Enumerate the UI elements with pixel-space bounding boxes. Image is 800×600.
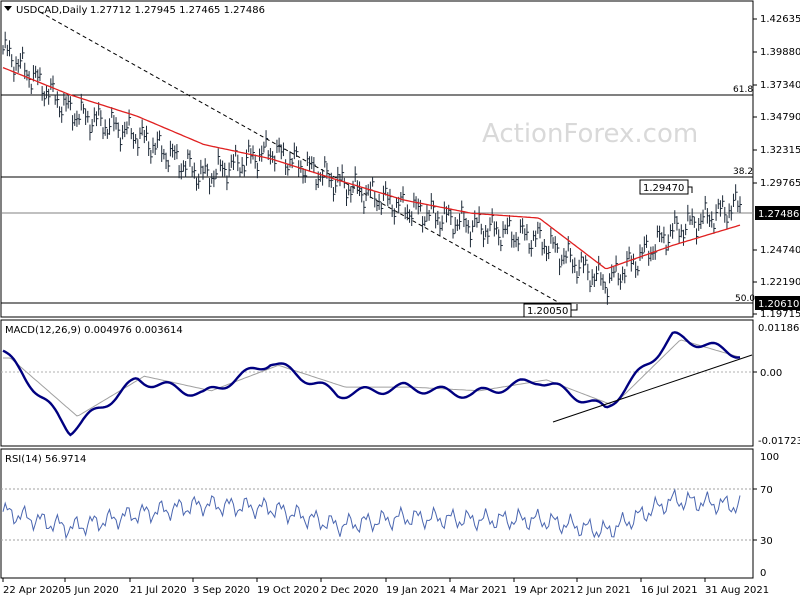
x-tick-label: 19 Jan 2021 xyxy=(386,585,446,596)
rsi-tick-label: 100 xyxy=(760,452,779,463)
price-tick-label: 1.39880 xyxy=(760,47,800,58)
x-tick-label: 2 Dec 2020 xyxy=(321,585,379,596)
price-tick-label: 1.22190 xyxy=(760,277,800,288)
x-axis: 22 Apr 2020 5 Jun 2020 21 Jul 2020 3 Sep… xyxy=(2,578,769,596)
moving-average-line xyxy=(2,66,741,270)
price-tick-label: 1.19715 xyxy=(760,309,800,320)
x-tick-label: 22 Apr 2020 xyxy=(3,585,65,596)
low-annotation: 1.20050 xyxy=(523,303,578,318)
x-tick-label: 19 Oct 2020 xyxy=(257,585,319,596)
x-tick-label: 31 Aug 2021 xyxy=(705,585,769,596)
macd-signal-line xyxy=(3,339,741,417)
low-annotation-label: 1.20050 xyxy=(527,306,568,317)
macd-panel-frame xyxy=(0,319,754,447)
watermark: ActionForex.com xyxy=(482,119,698,149)
macd-header: MACD(12,26,9) 0.004976 0.003614 xyxy=(5,325,183,336)
level-price-badge: 1.20610 xyxy=(755,296,800,310)
price-tick-label: 1.32315 xyxy=(760,145,800,156)
macd-line xyxy=(2,331,741,437)
x-tick-label: 4 Mar 2021 xyxy=(450,585,507,596)
high-annotation: 1.29470 xyxy=(639,179,693,195)
rsi-axis: 100 70 30 0 xyxy=(753,452,779,579)
high-annotation-label: 1.29470 xyxy=(643,183,684,194)
rsi-tick-label: 30 xyxy=(760,536,773,547)
fib-500-label: 50.0 xyxy=(735,294,755,304)
x-tick-label: 16 Jul 2021 xyxy=(641,585,698,596)
current-price-badge: 1.27486 xyxy=(755,206,800,220)
rsi-panel-frame xyxy=(0,448,754,579)
price-tick-label: 1.29765 xyxy=(760,178,800,189)
x-tick-label: 5 Jun 2020 xyxy=(65,585,119,596)
rsi-header: RSI(14) 56.9714 xyxy=(5,454,86,465)
macd-trendline xyxy=(552,354,753,423)
x-tick-label: 21 Jul 2020 xyxy=(130,585,187,596)
macd-axis: 0.011862 0.00 -0.017238 xyxy=(753,323,800,447)
price-header-ohlc: 1.27712 1.27945 1.27465 1.27486 xyxy=(90,5,265,16)
fib-618-label: 61.8 xyxy=(733,85,753,95)
price-tick-label: 1.24740 xyxy=(760,245,800,256)
price-tick-label: 1.42635 xyxy=(760,14,800,25)
price-panel-frame xyxy=(0,0,754,318)
macd-tick-label: -0.017238 xyxy=(758,436,800,447)
price-axis: 1.42635 1.39880 1.37340 1.34790 1.32315 … xyxy=(753,14,800,320)
macd-tick-label: 0.00 xyxy=(760,368,782,379)
rsi-tick-label: 70 xyxy=(760,485,773,496)
fib-382-label: 38.2 xyxy=(733,167,753,177)
x-tick-label: 19 Apr 2021 xyxy=(514,585,576,596)
x-tick-label: 3 Sep 2020 xyxy=(193,585,250,596)
downtrend-line xyxy=(39,11,566,307)
price-tick-label: 1.37340 xyxy=(760,80,800,91)
level-price-label: 1.20610 xyxy=(758,299,799,310)
collapse-arrow-icon[interactable] xyxy=(4,6,12,11)
price-tick-label: 1.34790 xyxy=(760,112,800,123)
current-price-label: 1.27486 xyxy=(758,209,799,220)
price-bars xyxy=(2,31,742,305)
macd-tick-label: 0.011862 xyxy=(758,323,800,334)
rsi-tick-label: 0 xyxy=(760,568,766,579)
x-tick-label: 2 Jun 2021 xyxy=(577,585,631,596)
rsi-line xyxy=(2,488,741,540)
price-header-symbol: USDCAD,Daily xyxy=(16,5,87,16)
